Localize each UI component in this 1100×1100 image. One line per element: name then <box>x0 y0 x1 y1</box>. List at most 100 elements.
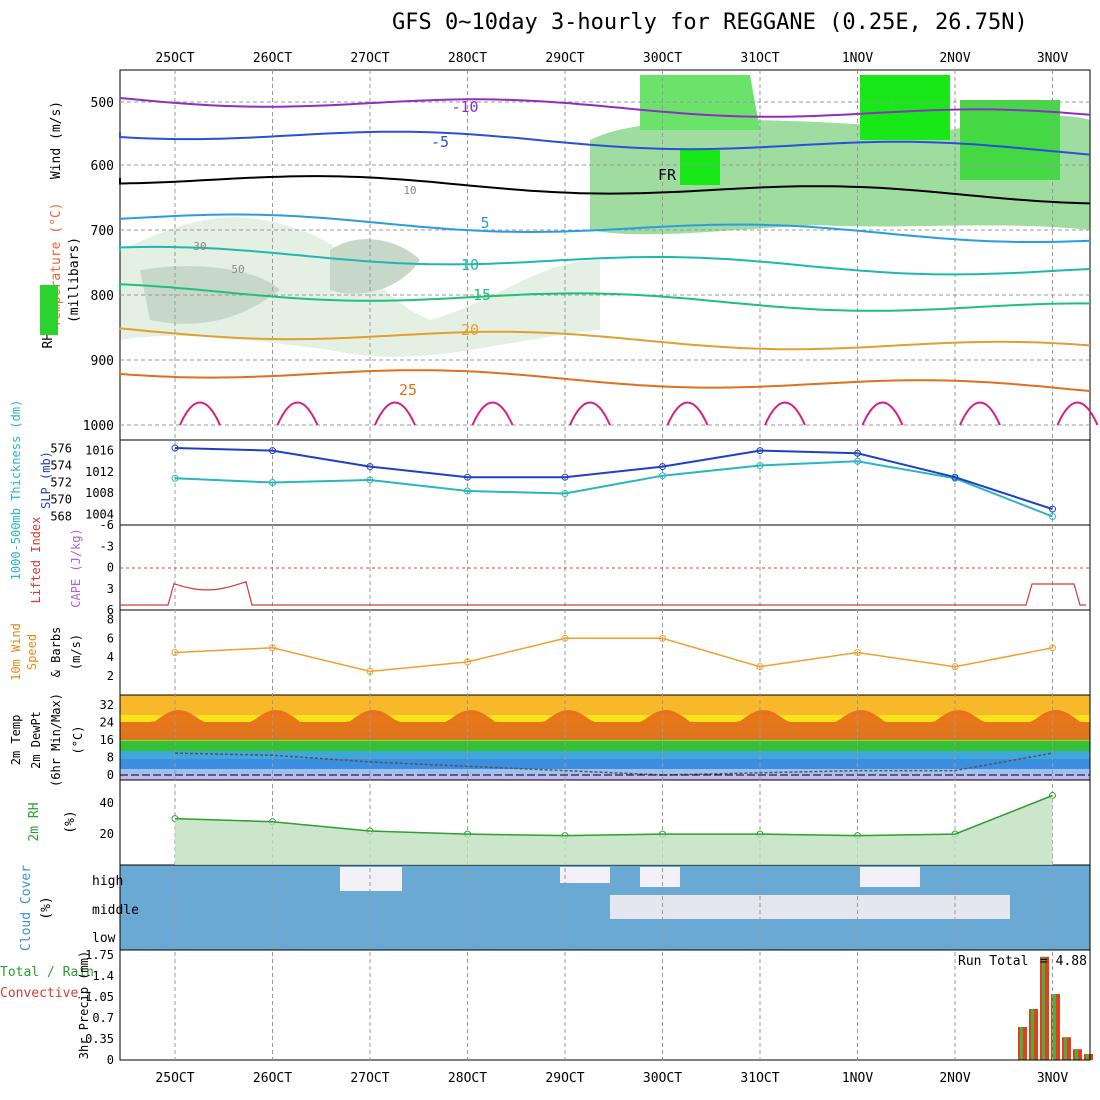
temp-contour-10 <box>119 245 1091 276</box>
lifted-tick-label: 0 <box>107 561 114 575</box>
temp-contour-30-arc <box>276 401 319 426</box>
wind-label: 10m Wind <box>9 623 23 681</box>
precip-bar-rain <box>1042 956 1045 1060</box>
pressure-tick-label: 500 <box>91 96 114 111</box>
rh-contour-label: 30 <box>193 240 206 253</box>
temp-contour-freezing <box>119 175 1091 205</box>
precip-tick-label: 1.4 <box>92 969 114 983</box>
cloud-level-label: middle <box>92 903 139 918</box>
slp-label: SLP (mb) <box>39 451 53 509</box>
temp-contour-label: 5 <box>480 214 489 232</box>
temp-contour-label: 25 <box>399 381 417 399</box>
wind-speed-line <box>174 637 1053 673</box>
rh-shade-grey-b <box>330 239 420 294</box>
precip-tick-label: 1.05 <box>85 990 114 1004</box>
slp-line <box>174 447 1053 511</box>
x-tick-label-bottom: 1NOV <box>842 1071 873 1086</box>
temp-contour-30-arc <box>1056 401 1099 426</box>
temp-tick-label: 0 <box>107 768 114 782</box>
cape-label: CAPE (J/kg) <box>69 528 83 607</box>
temp-band-0 <box>120 695 1090 715</box>
cloud-level-label: high <box>92 874 123 889</box>
temp-contour-minus10 <box>119 97 1091 118</box>
cloud-high-clear-d <box>860 867 920 887</box>
pressure-tick-label: 700 <box>91 224 114 239</box>
x-tick-label-bottom: 26OCT <box>253 1071 292 1086</box>
cloud-label: Cloud Cover <box>19 865 34 951</box>
thickness-tick-label: 568 <box>50 510 72 524</box>
x-tick-label-bottom: 3NOV <box>1037 1071 1068 1086</box>
slp-tick-label: 1004 <box>85 507 114 521</box>
temp-contour-minus5 <box>119 130 1091 156</box>
upper-legend-label: Wind (m/s) <box>49 101 64 179</box>
wind-label: Speed <box>25 634 39 670</box>
rh-shade-70-b <box>960 100 1060 180</box>
temp2m-label: (6hr Min/Max) <box>49 693 63 787</box>
temp-contour-30-arc <box>471 401 514 426</box>
temp-contour-30-arc <box>764 401 806 426</box>
x-tick-label-top: 25OCT <box>155 51 194 66</box>
temp-contour-20 <box>119 327 1091 351</box>
thickness-label: 1000-500mb Thickness (dm) <box>9 400 23 581</box>
wind-tick-label: 2 <box>107 669 114 683</box>
x-tick-label-top: 29OCT <box>545 51 584 66</box>
x-tick-label-bottom: 2NOV <box>939 1071 970 1086</box>
temp-contour-label: 20 <box>461 321 479 339</box>
rh-shade-90-b <box>680 150 720 185</box>
precip-bar-rain <box>1064 1037 1067 1060</box>
lifted-label: Lifted Index <box>29 517 43 604</box>
temp-contour-30-arc <box>666 401 709 426</box>
x-tick-label-bottom: 31OCT <box>740 1071 779 1086</box>
temp-contour-30-arc <box>569 401 611 426</box>
lifted-tick-label: -6 <box>100 518 114 532</box>
temp-contour-30-arc <box>179 401 221 426</box>
rh2m-tick-label: 20 <box>100 827 114 841</box>
wind-label: & Barbs <box>49 627 63 678</box>
temp-contour-30-arc <box>959 401 1001 426</box>
cloud-high-clear-a <box>340 867 402 891</box>
dewpoint-line <box>174 752 1053 776</box>
precip-bar-rain <box>1075 1049 1078 1060</box>
temp2m-label: 2m DewPt <box>29 711 43 769</box>
rh2m-line <box>174 794 1053 837</box>
precip-tick-label: 0.35 <box>85 1032 114 1046</box>
temp2m-label: (°C) <box>71 726 85 755</box>
temp-contour-30-arc <box>861 401 904 426</box>
slp-tick-label: 1008 <box>85 486 114 500</box>
temp2m-label: 2m Temp <box>9 715 23 766</box>
pressure-tick-label: 600 <box>91 159 114 174</box>
rh2m-fill <box>175 795 1053 865</box>
wind-tick-label: 8 <box>107 612 114 626</box>
lifted-tick-label: -3 <box>100 539 114 553</box>
temp-tick-label: 16 <box>100 733 114 747</box>
slp-tick-label: 1012 <box>85 465 114 479</box>
rh2m-tick-label: 40 <box>100 796 114 810</box>
pressure-tick-label: 800 <box>91 289 114 304</box>
rh-shade-70-a <box>640 75 760 130</box>
precip-label-total: Total / Rain <box>0 965 94 980</box>
x-tick-label-top: 30OCT <box>643 51 682 66</box>
temp-band-5 <box>120 751 1090 759</box>
rh-contour-label: 50 <box>231 263 244 276</box>
wind-label: (m/s) <box>69 634 83 670</box>
temp-band-1 <box>120 715 1090 723</box>
precip-tick-label: 0.7 <box>92 1011 114 1025</box>
cloud-middle-clear <box>610 895 1010 919</box>
thickness-tick-label: 574 <box>50 459 72 473</box>
upper-legend-label: (millibars) <box>67 237 82 323</box>
x-tick-label-top: 1NOV <box>842 51 873 66</box>
rh-shade-90-a <box>860 75 950 140</box>
temp-contour-5 <box>119 213 1091 243</box>
temp-contour-label: -5 <box>431 133 449 151</box>
cloud-label: (%) <box>39 896 54 919</box>
temp-tick-label: 8 <box>107 751 114 765</box>
x-tick-label-bottom: 27OCT <box>350 1071 389 1086</box>
thickness-point <box>1049 513 1056 520</box>
precip-tick-label: 0 <box>107 1053 114 1067</box>
lifted-tick-label: 6 <box>107 603 114 617</box>
cloud-high-clear-b <box>560 867 610 883</box>
wind-tick-label: 4 <box>107 650 114 664</box>
pressure-tick-label: 900 <box>91 354 114 369</box>
lifted-index-line <box>120 581 1086 606</box>
x-tick-label-top: 31OCT <box>740 51 779 66</box>
